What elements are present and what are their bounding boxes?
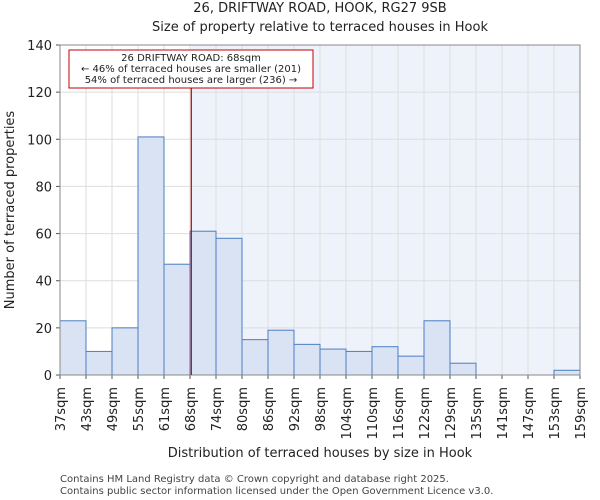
y-tick-label: 140 bbox=[27, 39, 52, 54]
y-tick-label: 120 bbox=[27, 86, 52, 101]
x-tick-label: 80sqm bbox=[236, 387, 251, 431]
x-tick-label: 104sqm bbox=[340, 387, 355, 440]
x-tick-label: 153sqm bbox=[548, 387, 563, 440]
y-tick-label: 0 bbox=[44, 369, 52, 384]
bar-61sqm bbox=[163, 263, 191, 376]
y-tick-label: 60 bbox=[35, 228, 52, 243]
bar-116sqm bbox=[397, 355, 425, 376]
bar-55sqm bbox=[137, 136, 165, 376]
y-tick-label: 40 bbox=[35, 275, 52, 290]
x-tick-label: 159sqm bbox=[574, 387, 589, 440]
plot-frame bbox=[59, 44, 581, 376]
x-tick-label: 92sqm bbox=[288, 387, 303, 431]
annotation-larger-text: 54% of terraced houses are larger (236) … bbox=[85, 75, 298, 86]
annotation-property-label: 26 DRIFTWAY ROAD: 68sqm bbox=[121, 53, 261, 64]
x-tick-label: 86sqm bbox=[262, 387, 277, 431]
bar-86sqm bbox=[267, 329, 295, 376]
y-tick-label: 80 bbox=[35, 180, 52, 195]
bar-49sqm bbox=[111, 327, 139, 376]
larger-houses-region bbox=[191, 45, 581, 375]
x-tick-label: 110sqm bbox=[366, 387, 381, 440]
x-tick-label: 135sqm bbox=[470, 387, 485, 440]
x-tick-label: 61sqm bbox=[158, 387, 173, 431]
y-tick-label: 100 bbox=[27, 133, 52, 148]
bar-43sqm bbox=[85, 350, 113, 376]
x-axis-label: Distribution of terraced houses by size … bbox=[168, 446, 473, 461]
x-tick-label: 43sqm bbox=[80, 387, 95, 431]
y-axis-ticks: 0 20 40 60 80 100 120 140 bbox=[27, 39, 60, 384]
bar-153sqm bbox=[553, 369, 581, 376]
x-tick-label: 122sqm bbox=[418, 387, 433, 440]
footer-licence: Contains public sector information licen… bbox=[60, 486, 493, 497]
x-tick-label: 37sqm bbox=[54, 387, 69, 431]
chart-subtitle: Size of property relative to terraced ho… bbox=[152, 20, 488, 35]
bar-122sqm bbox=[423, 320, 451, 376]
bars bbox=[59, 136, 581, 376]
annotation-box bbox=[68, 49, 314, 89]
x-tick-label: 147sqm bbox=[522, 387, 537, 440]
y-axis-label: Number of terraced properties bbox=[3, 111, 18, 310]
bar-37sqm bbox=[59, 320, 87, 376]
chart-title: 26, DRIFTWAY ROAD, HOOK, RG27 9SB bbox=[193, 1, 446, 16]
x-tick-label: 116sqm bbox=[392, 387, 407, 440]
x-tick-label: 129sqm bbox=[444, 387, 459, 440]
bar-68sqm bbox=[189, 230, 217, 376]
bar-110sqm bbox=[371, 346, 399, 376]
x-tick-label: 74sqm bbox=[210, 387, 225, 431]
bar-104sqm bbox=[345, 350, 373, 376]
x-tick-label: 49sqm bbox=[106, 387, 121, 431]
footer-copyright: Contains HM Land Registry data © Crown c… bbox=[60, 474, 449, 485]
bar-129sqm bbox=[449, 362, 477, 376]
x-tick-label: 55sqm bbox=[132, 387, 147, 431]
bar-74sqm bbox=[215, 237, 243, 376]
x-axis-ticks: 37sqm 43sqm 49sqm 55sqm 61sqm 68sqm 74sqm 80sqm… bbox=[54, 375, 589, 440]
annotation-smaller-text: ← 46% of terraced houses are smaller (20… bbox=[81, 64, 301, 75]
bar-92sqm bbox=[293, 343, 321, 376]
bar-80sqm bbox=[241, 339, 269, 376]
bar-98sqm bbox=[319, 348, 347, 376]
x-tick-label: 98sqm bbox=[314, 387, 329, 431]
property-annotation: 26 DRIFTWAY ROAD: 68sqm ← 46% of terrace… bbox=[68, 49, 314, 89]
y-tick-label: 20 bbox=[35, 322, 52, 337]
x-tick-label: 68sqm bbox=[184, 387, 199, 431]
x-tick-label: 141sqm bbox=[496, 387, 511, 440]
